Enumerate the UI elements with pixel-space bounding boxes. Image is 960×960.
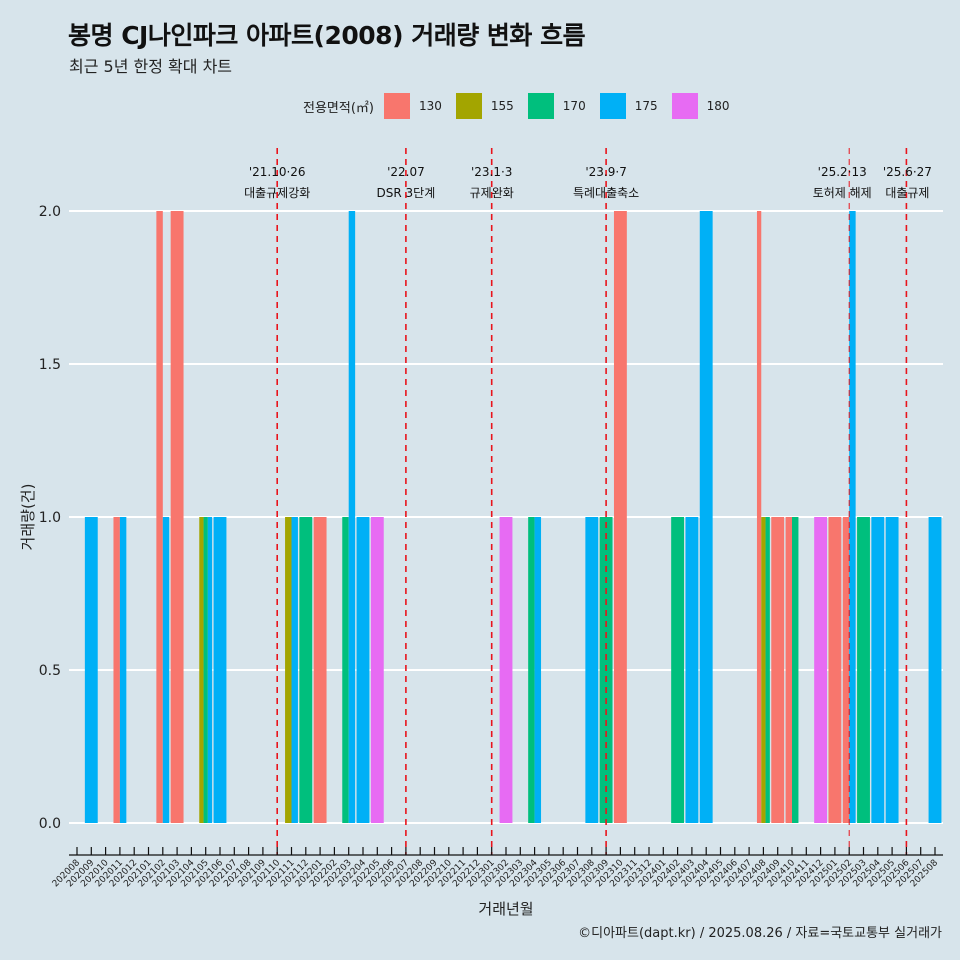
event-date: '22.07 xyxy=(387,165,425,179)
bar-202112-170 xyxy=(299,517,313,823)
bar-202103-130 xyxy=(170,211,184,823)
bar-202203-170 xyxy=(342,517,349,823)
chart-title: 봉명 CJ나인파크 아파트(2008) 거래량 변화 흐름 xyxy=(68,21,586,50)
bar-202304-170 xyxy=(528,517,535,823)
bar-202111-175 xyxy=(291,517,298,823)
event-label: 특례대출축소 xyxy=(573,186,639,200)
bar-202502-175 xyxy=(849,211,856,823)
chart-subtitle: 최근 5년 한정 확대 차트 xyxy=(69,57,233,76)
bar-202409-130 xyxy=(771,517,785,823)
y-tick-label: 1.0 xyxy=(39,510,61,526)
legend-swatch-170 xyxy=(527,93,554,119)
bar-202203-175 xyxy=(348,211,356,823)
bar-202410-130 xyxy=(785,517,793,823)
y-tick-label: 1.5 xyxy=(39,357,61,373)
bar-202205-180 xyxy=(370,517,384,823)
legend-swatch-155 xyxy=(455,93,482,119)
y-tick-label: 2.0 xyxy=(39,204,61,220)
legend-swatch-175 xyxy=(599,93,626,119)
bar-202402-170 xyxy=(671,517,685,823)
event-label: 대출규제강화 xyxy=(244,186,310,200)
bar-202404-175 xyxy=(699,211,713,823)
bar-202105-170 xyxy=(203,517,208,823)
legend-label: 180 xyxy=(706,99,730,113)
legend-label: 175 xyxy=(634,99,658,113)
y-tick-label: 0.0 xyxy=(39,816,61,832)
bar-202412-180 xyxy=(814,517,828,823)
bar-202504-175 xyxy=(871,517,885,823)
event-date: '23.9·7 xyxy=(585,165,626,179)
y-axis: 0.0 0.5 1.0 1.5 2.0 xyxy=(39,204,61,832)
x-axis-title: 거래년월 xyxy=(478,900,533,918)
bar-202102-130 xyxy=(156,211,163,823)
bar-202111-155 xyxy=(285,517,292,823)
source-caption: ©디아파트(dapt.kr) / 2025.08.26 / 자료=국토교통부 실… xyxy=(578,926,942,941)
bar-202508-175 xyxy=(928,517,942,823)
legend-label: 155 xyxy=(490,99,514,113)
bar-202403-175 xyxy=(685,517,699,823)
event-label: DSR 3단계 xyxy=(377,186,436,200)
legend-item-155: 155 xyxy=(455,93,514,119)
event-date: '23.1·3 xyxy=(471,165,512,179)
x-axis: 2020082020092020102020112020122021012021… xyxy=(51,847,943,889)
bar-202503-170 xyxy=(857,517,870,823)
event-annotations: '21.10·26 대출규제강화 '22.07 DSR 3단계 '23.1·3 규제완화 '… xyxy=(244,165,932,200)
bar-202408-130 xyxy=(756,211,762,823)
bar-202408-170 xyxy=(765,517,770,823)
bar-202304-175 xyxy=(534,517,542,823)
legend-title: 전용면적(㎡) xyxy=(303,100,374,116)
legend-swatch-130 xyxy=(383,93,410,119)
y-axis-title: 거래량(건) xyxy=(19,484,37,551)
event-date: '21.10·26 xyxy=(249,165,306,179)
legend: 전용면적(㎡) 130 155 170 175 180 xyxy=(303,93,744,119)
event-date: '25.2·13 xyxy=(818,165,867,179)
bar-202201-130 xyxy=(313,517,327,823)
legend-label: 130 xyxy=(418,99,442,113)
event-label: 규제완화 xyxy=(470,186,514,200)
bar-202502-130 xyxy=(842,517,850,823)
legend-label: 170 xyxy=(562,99,586,113)
bar-202302-180 xyxy=(499,517,513,823)
legend-item-170: 170 xyxy=(527,93,586,119)
legend-item-130: 130 xyxy=(383,93,442,119)
bars xyxy=(84,211,942,823)
bar-202505-175 xyxy=(885,517,899,823)
event-date: '25.6·27 xyxy=(883,165,932,179)
bar-202011-175 xyxy=(119,517,127,823)
legend-item-175: 175 xyxy=(599,93,658,119)
bar-202011-130 xyxy=(113,517,120,823)
bar-202310-130 xyxy=(613,211,627,823)
legend-swatch-180 xyxy=(671,93,698,119)
event-lines xyxy=(276,148,908,855)
bar-202105-155 xyxy=(199,517,204,823)
bar-202410-170 xyxy=(792,517,799,823)
bar-202501-130 xyxy=(828,517,842,823)
event-label: 토허제 해제 xyxy=(813,186,872,200)
bar-202102-175 xyxy=(162,517,170,823)
bar-202408-155 xyxy=(761,517,766,823)
legend-item-180: 180 xyxy=(671,93,730,119)
bar-202105-175 xyxy=(207,517,213,823)
event-label: 대출규제 xyxy=(885,186,929,200)
bar-202308-175 xyxy=(585,517,599,823)
bar-202009-175 xyxy=(84,517,98,823)
bar-202204-175 xyxy=(356,517,370,823)
bar-202106-175 xyxy=(213,517,227,823)
y-tick-label: 0.5 xyxy=(39,663,61,679)
